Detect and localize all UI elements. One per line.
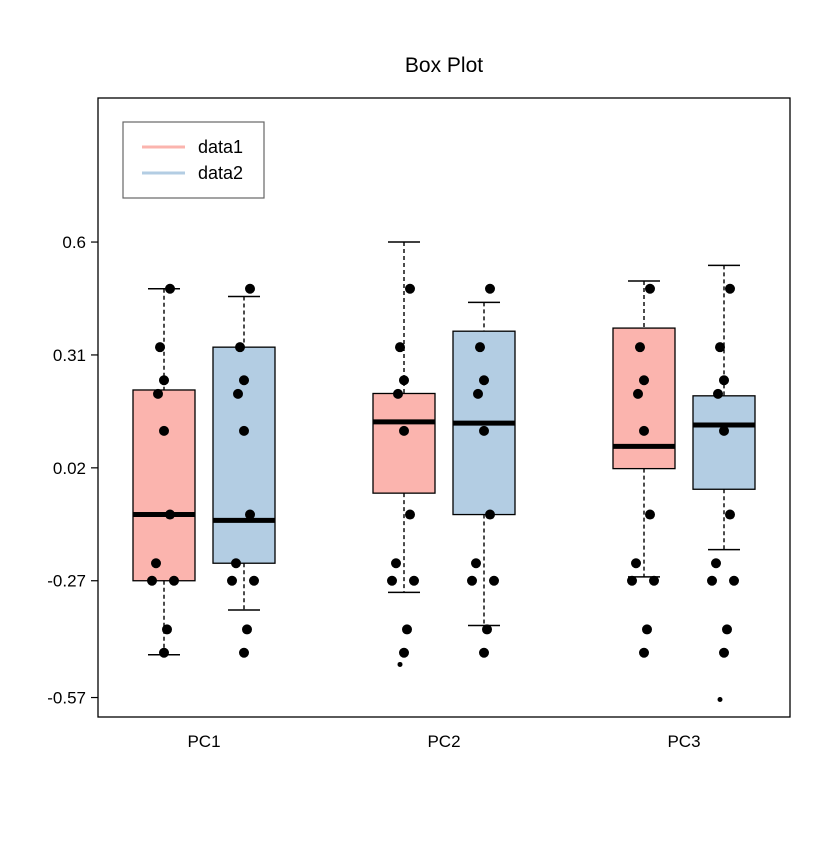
data-point [393,388,403,399]
box-data2-PC3 [692,264,756,551]
data-point [479,647,489,658]
box-rect [372,392,436,494]
data-point [391,558,401,569]
data-point [405,509,415,520]
data-point [165,509,175,520]
data-point [722,624,732,635]
data-point [479,425,489,436]
data-point [399,425,409,436]
data-point [239,425,249,436]
y-axis: 0.6 0.31 0.02 -0.27 -0.57 [47,233,98,708]
data-point [169,575,179,586]
data-point [155,342,165,353]
data-point [645,283,655,294]
legend-label-data2: data2 [198,163,243,183]
legend: data1 data2 [122,121,265,199]
data-point [159,647,169,658]
data-point [485,509,495,520]
data-point [725,283,735,294]
y-tick-label: 0.31 [53,346,86,365]
data-point [627,575,637,586]
y-tick-label: 0.6 [62,233,86,252]
data-point [639,647,649,658]
data-point [707,575,717,586]
x-tick-label: PC1 [187,732,220,751]
data-point [409,575,419,586]
data-point [242,624,252,635]
data-point [631,558,641,569]
y-tick-label: -0.57 [47,689,86,708]
data-point [471,558,481,569]
data-point [649,575,659,586]
data-point [719,375,729,386]
data-point [233,388,243,399]
data-point [395,342,405,353]
y-tick-label: -0.27 [47,572,86,591]
data-point [473,388,483,399]
data-point [231,558,241,569]
box-rect [692,395,756,490]
data-point [717,696,723,702]
data-point [713,388,723,399]
data-point [729,575,739,586]
data-point [725,509,735,520]
legend-box [122,121,265,199]
data-point [245,283,255,294]
data-point [485,283,495,294]
data-point [467,575,477,586]
data-point [249,575,259,586]
x-axis: PC1 PC2 PC3 [187,732,700,751]
data-point [153,388,163,399]
plot-frame [97,97,791,718]
legend-label-data1: data1 [198,137,243,157]
data-point [239,375,249,386]
box-data2-PC2 [452,301,516,627]
data-point [639,375,649,386]
data-point [387,575,397,586]
chart-title: Box Plot [405,54,483,77]
data-point [402,624,412,635]
data-point [711,558,721,569]
x-tick-label: PC3 [667,732,700,751]
data-point [479,375,489,386]
data-point [489,575,499,586]
data-point [715,342,725,353]
data-point [159,425,169,436]
data-point [642,624,652,635]
x-tick-label: PC2 [427,732,460,751]
box-rect [132,389,196,582]
data-point [405,283,415,294]
data-point [239,647,249,658]
data-point [147,575,157,586]
data-point [162,624,172,635]
data-point [633,388,643,399]
data-point [399,375,409,386]
box-data1-PC2 [372,241,436,594]
box-data2-PC1 [212,295,276,611]
data-point [165,283,175,294]
data-point [639,425,649,436]
data-point [645,509,655,520]
data-point [397,661,403,667]
data-point [482,624,492,635]
data-point [399,647,409,658]
point-layer [147,283,739,702]
data-point [475,342,485,353]
data-point [245,509,255,520]
data-point [235,342,245,353]
data-point [719,647,729,658]
data-point [159,375,169,386]
data-point [227,575,237,586]
box-layer [132,241,756,656]
y-tick-label: 0.02 [53,459,86,478]
box-data1-PC3 [612,280,676,578]
data-point [151,558,161,569]
data-point [719,425,729,436]
data-point [635,342,645,353]
box-data1-PC1 [132,288,196,656]
